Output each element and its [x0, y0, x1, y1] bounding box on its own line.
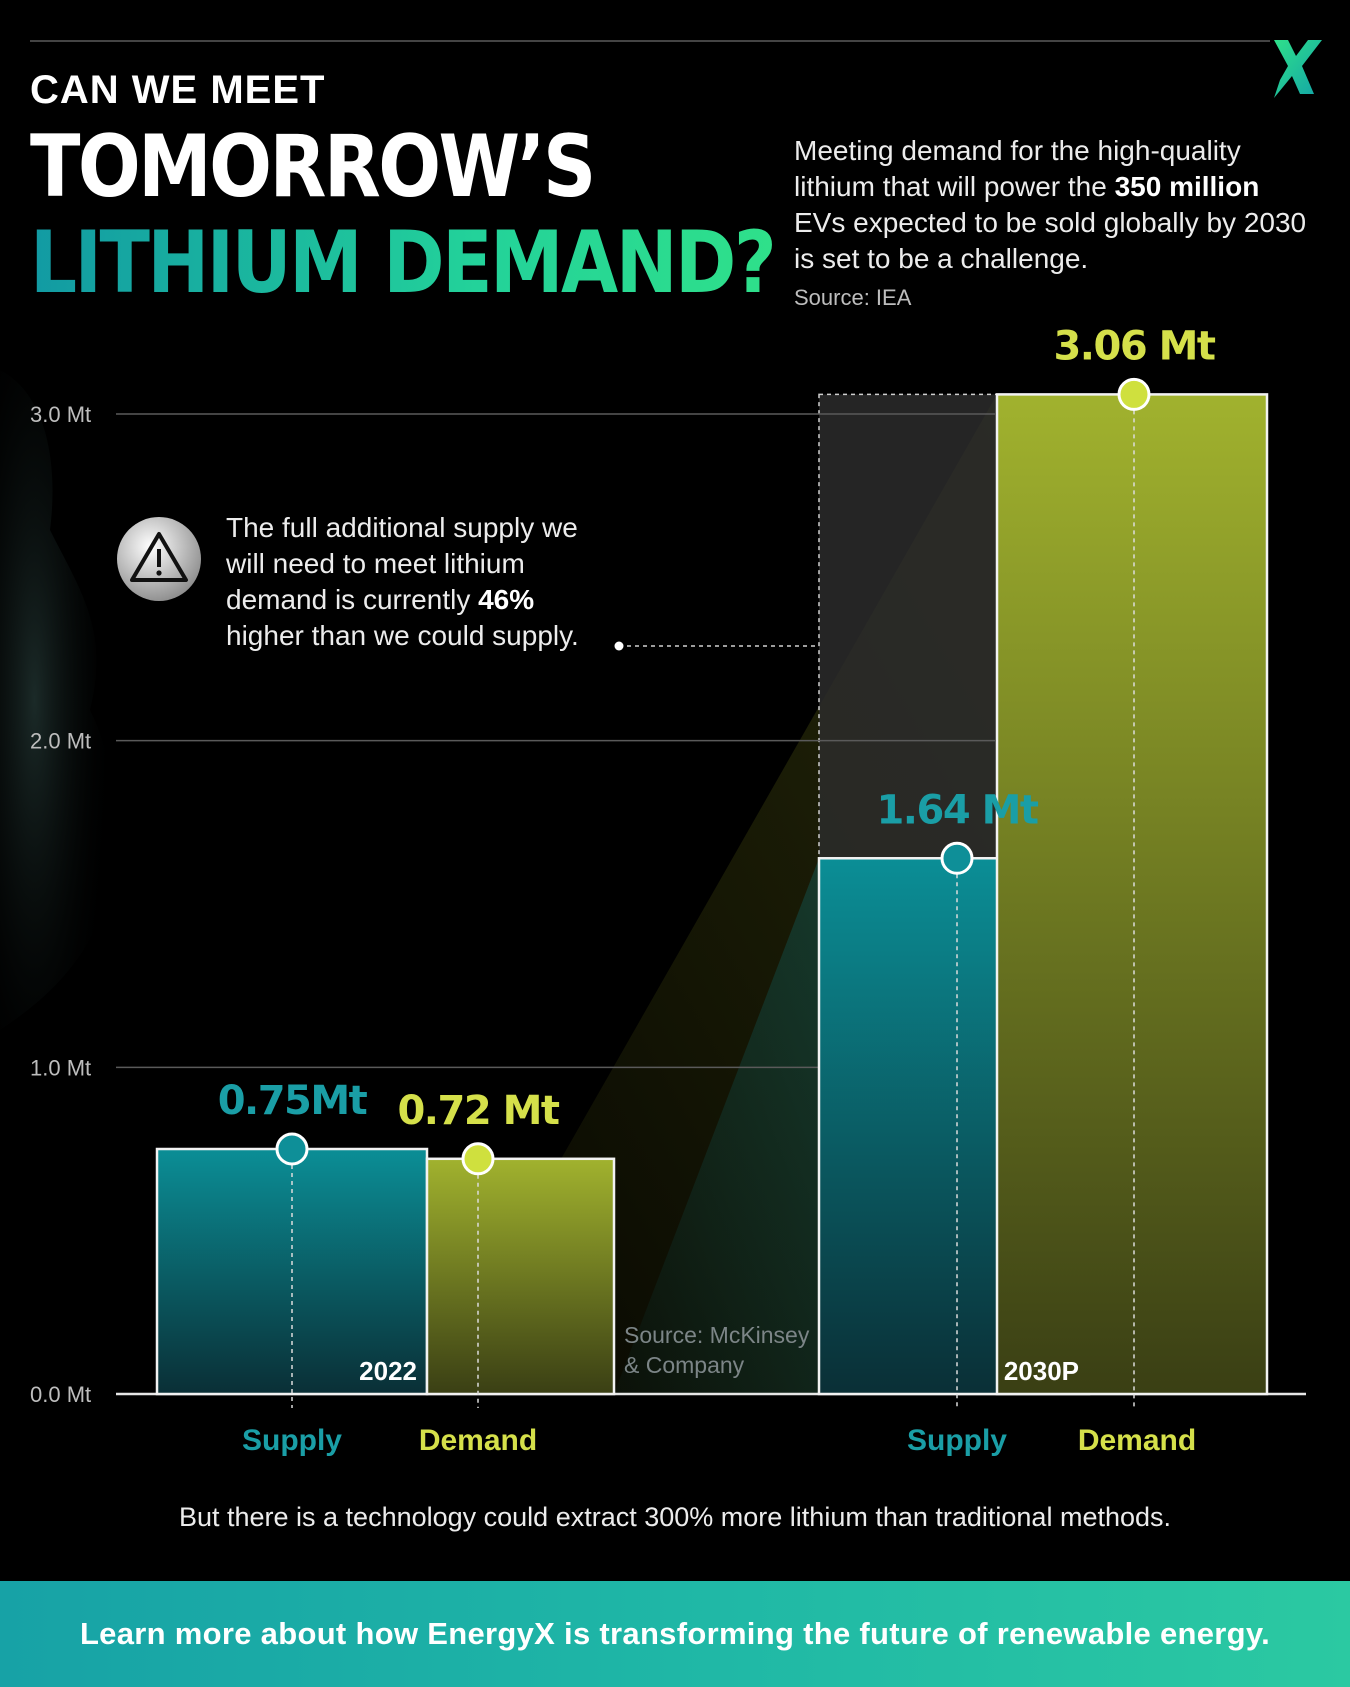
intro-source: Source: IEA [794, 285, 912, 310]
bar-marker [940, 841, 974, 875]
y-tick-label: 0.0 Mt [30, 1382, 91, 1407]
value-label: 1.64 Mt [876, 787, 1038, 833]
demand-bar-2022 [425, 1157, 616, 1396]
value-label: 0.75Mt [218, 1078, 368, 1124]
intro-text-before: Meeting demand for the high-quality lith… [794, 135, 1241, 202]
cta-banner[interactable]: Learn more about how EnergyX is transfor… [0, 1581, 1350, 1687]
chart-source: Source: McKinsey & Company [624, 1320, 809, 1380]
y-tick-label: 1.0 Mt [30, 1055, 91, 1080]
y-tick-label: 3.0 Mt [30, 402, 91, 427]
value-label: 3.06 Mt [1053, 323, 1215, 369]
supply-gap-region [614, 393, 998, 860]
value-label: 0.72 Mt [397, 1088, 559, 1134]
callout-dot [614, 641, 624, 651]
intro-bold: 350 million [1114, 171, 1260, 202]
callout-text: The full additional supply we will need … [226, 510, 606, 654]
bottom-note: But there is a technology could extract … [178, 1502, 1172, 1532]
rock-texture [0, 370, 116, 1030]
y-tick-label: 2.0 Mt [30, 729, 91, 754]
intro-text-after: EVs expected to be sold globally by 2030… [794, 207, 1307, 274]
headline-line1: TOMORROW’S [30, 117, 596, 217]
value-labels: 0.75Mt 0.72 Mt 2022 1.64 Mt 3.06 Mt 2030P [218, 323, 1218, 1386]
cta-text[interactable]: Learn more about how EnergyX is transfor… [79, 1616, 1271, 1651]
warning-icon [117, 517, 201, 601]
category-label: 2022 [359, 1356, 417, 1386]
x-label: Supply [242, 1424, 342, 1457]
category-label: 2030P [1004, 1356, 1079, 1386]
intro-paragraph: Meeting demand for the high-quality lith… [794, 133, 1314, 277]
bar-markers [275, 377, 1151, 1408]
headline-kicker: CAN WE MEET [30, 68, 326, 112]
callout-bold: 46% [478, 584, 535, 615]
bars [155, 393, 1269, 1396]
x-labels: Supply Demand Supply Demand [242, 1424, 1196, 1457]
supply-beam [614, 858, 819, 1394]
headline-line2: LITHIUM DEMAND? [30, 213, 777, 313]
callout-text-after: higher than we could supply. [226, 620, 579, 651]
callout-text-before: The full additional supply we will need … [226, 512, 578, 615]
headline: CAN WE MEET TOMORROW’S LITHIUM DEMAND? [30, 70, 895, 306]
x-label: Supply [907, 1424, 1007, 1457]
x-label: Demand [1078, 1424, 1196, 1457]
gap-rect [818, 393, 998, 860]
bar-marker [461, 1142, 495, 1176]
chart-source-line1: Source: McKinsey [624, 1322, 810, 1348]
chart-source-line2: & Company [624, 1352, 745, 1378]
bar-marker [1117, 377, 1151, 411]
energyx-logo [1274, 40, 1322, 98]
x-label: Demand [419, 1424, 537, 1457]
demand-bar-2030P [995, 393, 1269, 1396]
top-divider [30, 40, 1270, 42]
bar-marker [275, 1132, 309, 1166]
